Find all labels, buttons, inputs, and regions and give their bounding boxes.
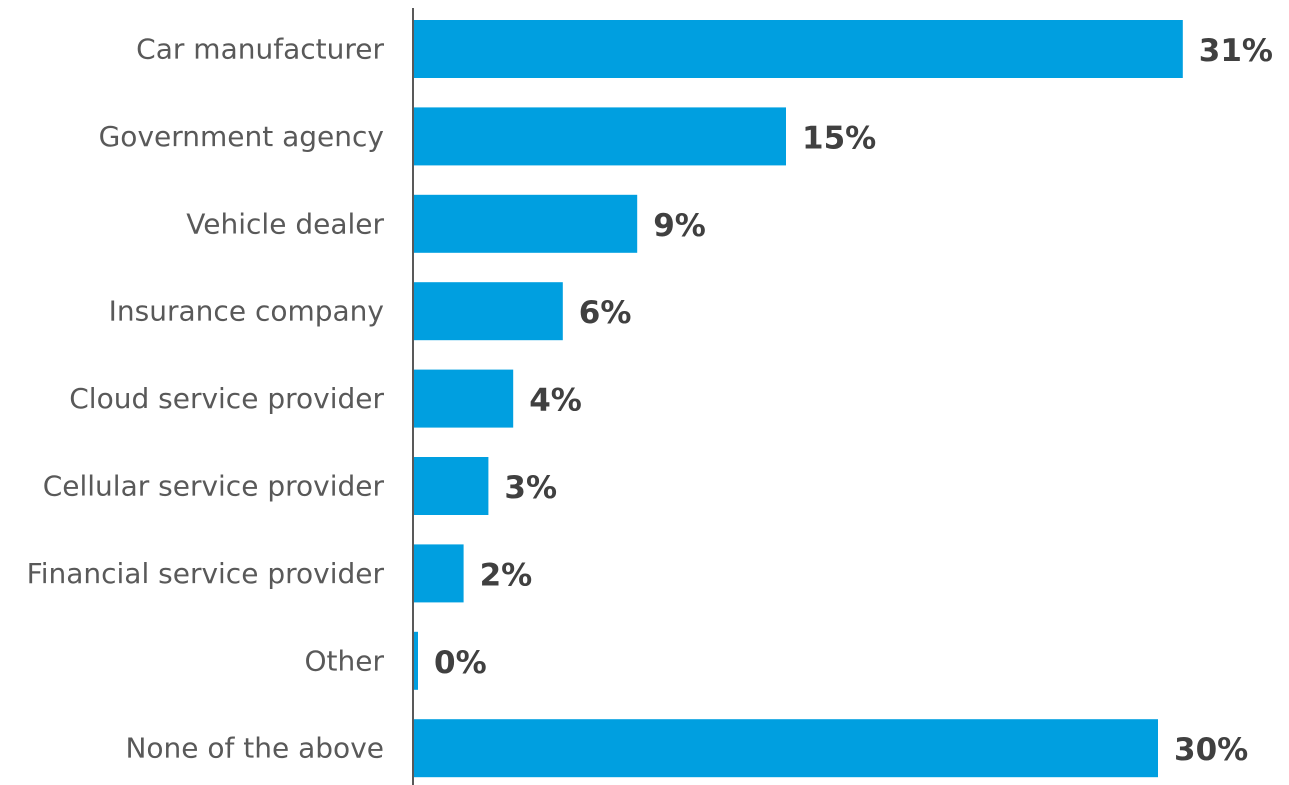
category-label-0: Car manufacturer [136, 33, 384, 66]
category-label-3: Insurance company [109, 295, 384, 328]
value-label-1: 15% [802, 120, 876, 156]
value-label-3: 6% [579, 295, 632, 331]
category-label-6: Financial service provider [27, 557, 385, 590]
bar-1 [414, 107, 786, 166]
bar-7 [414, 631, 418, 690]
bar-3 [414, 282, 563, 341]
category-label-2: Vehicle dealer [186, 207, 384, 240]
value-label-7: 0% [434, 645, 487, 681]
category-label-7: Other [304, 644, 384, 677]
value-label-2: 9% [653, 208, 706, 244]
bar-8 [414, 719, 1158, 778]
value-label-0: 31% [1199, 33, 1273, 69]
bar-5 [414, 457, 489, 515]
category-label-5: Cellular service provider [43, 470, 385, 503]
bar-6 [414, 544, 464, 603]
value-label-4: 4% [529, 383, 582, 419]
bar-2 [414, 194, 638, 253]
bar-0 [414, 20, 1183, 78]
bar-4 [414, 369, 514, 428]
value-label-6: 2% [480, 557, 533, 593]
labels-layer: Car manufacturer 31% Government agency 15% V… [27, 33, 1273, 769]
value-label-5: 3% [504, 470, 557, 506]
category-label-1: Government agency [99, 120, 384, 153]
category-label-8: None of the above [125, 732, 384, 765]
category-label-4: Cloud service provider [69, 382, 384, 415]
value-label-8: 30% [1174, 732, 1248, 768]
bars-layer [414, 20, 1183, 778]
